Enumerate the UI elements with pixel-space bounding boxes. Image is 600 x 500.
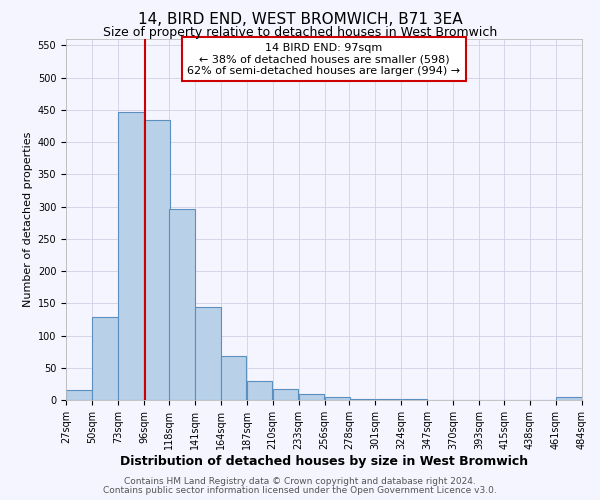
Bar — [325, 397, 350, 400]
Text: Size of property relative to detached houses in West Bromwich: Size of property relative to detached ho… — [103, 26, 497, 39]
Bar — [247, 382, 272, 400]
Text: Contains HM Land Registry data © Crown copyright and database right 2024.: Contains HM Land Registry data © Crown c… — [124, 477, 476, 486]
Bar — [350, 398, 375, 400]
Bar — [556, 397, 582, 400]
Bar — [118, 112, 144, 400]
Bar — [169, 208, 194, 400]
Bar — [221, 356, 247, 400]
Bar — [273, 389, 298, 400]
Bar — [144, 120, 170, 400]
Text: 14, BIRD END, WEST BROMWICH, B71 3EA: 14, BIRD END, WEST BROMWICH, B71 3EA — [137, 12, 463, 28]
Bar — [92, 318, 118, 400]
Bar — [195, 306, 221, 400]
Text: 14 BIRD END: 97sqm
← 38% of detached houses are smaller (598)
62% of semi-detach: 14 BIRD END: 97sqm ← 38% of detached hou… — [187, 42, 461, 76]
Text: Contains public sector information licensed under the Open Government Licence v3: Contains public sector information licen… — [103, 486, 497, 495]
X-axis label: Distribution of detached houses by size in West Bromwich: Distribution of detached houses by size … — [120, 454, 528, 468]
Y-axis label: Number of detached properties: Number of detached properties — [23, 132, 34, 307]
Bar — [66, 390, 92, 400]
Bar — [299, 394, 325, 400]
